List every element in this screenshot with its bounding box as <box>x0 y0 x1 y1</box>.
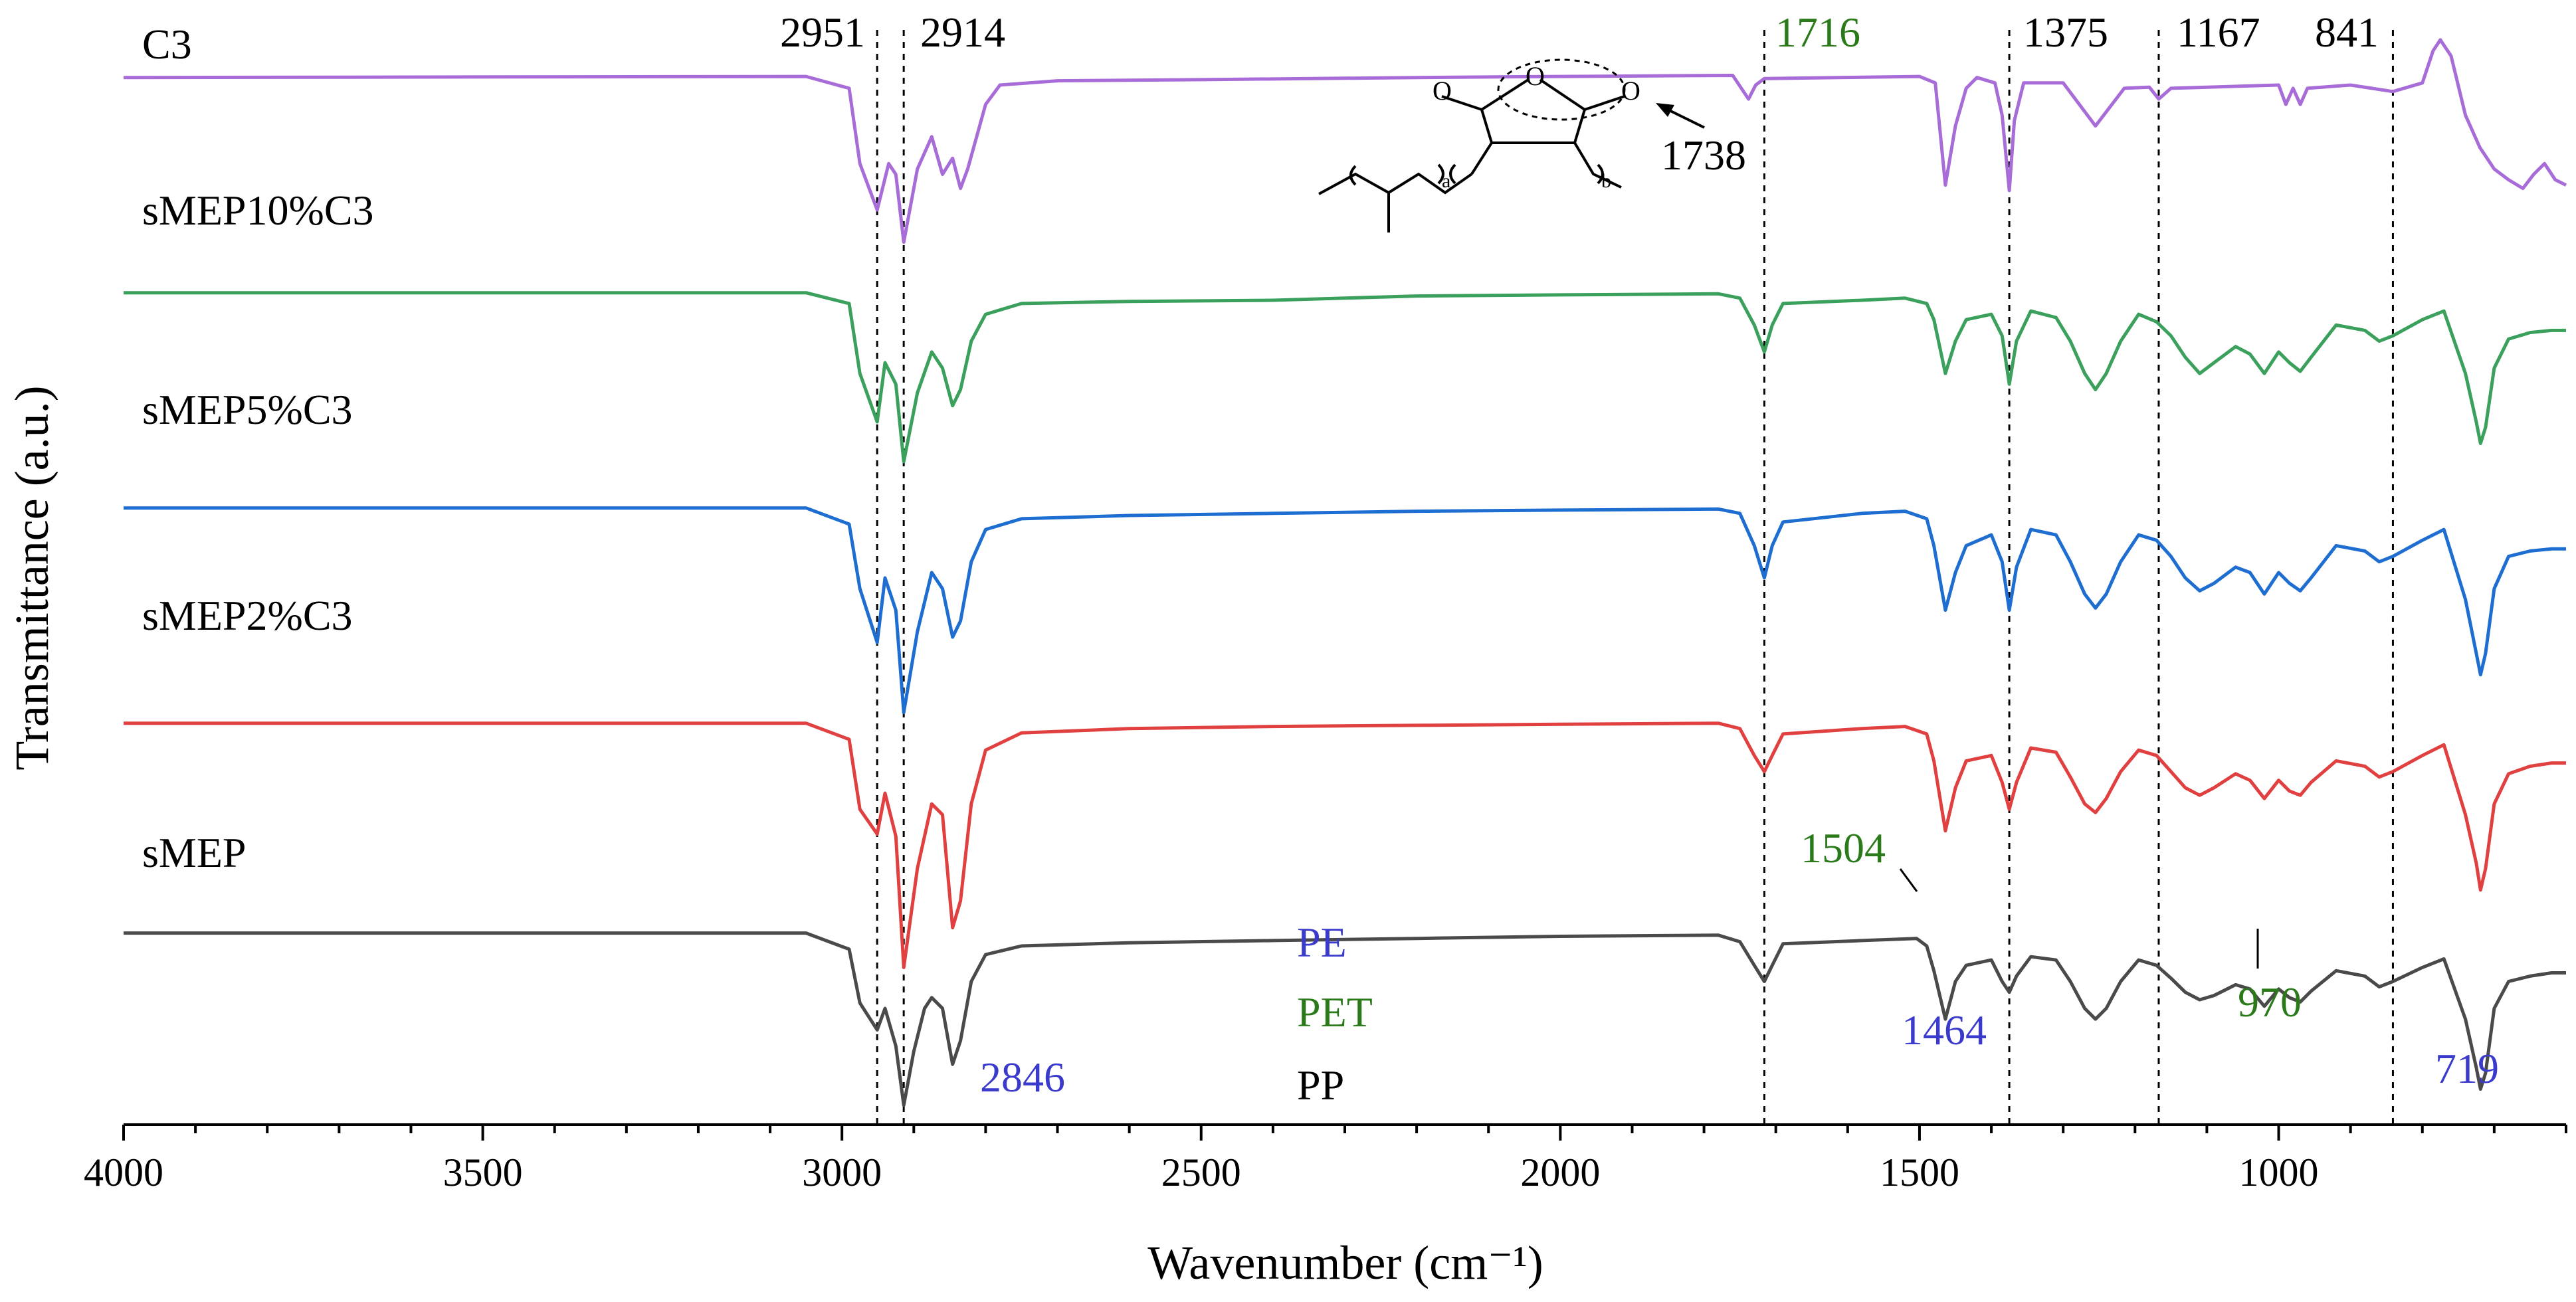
series-label-smep: sMEP <box>142 829 247 876</box>
leader-1504 <box>1899 868 1918 892</box>
spectrum-smep <box>124 931 2566 1107</box>
structure-ring-left <box>1480 78 1530 111</box>
spectrum-c3 <box>123 38 2567 244</box>
arrow-1738-head <box>1656 103 1674 117</box>
structure-carbonyl-right <box>1573 109 1586 143</box>
tick-label-2500: 2500 <box>1161 1151 1241 1194</box>
spectra <box>123 38 2567 1107</box>
series-label-smep2c3: sMEP2%C3 <box>142 592 353 639</box>
tick-label-4000: 4000 <box>84 1151 163 1194</box>
series-label-smep10c3: sMEP10%C3 <box>142 187 374 234</box>
peak-label-2951: 2951 <box>780 9 865 56</box>
peak-label-841: 841 <box>2315 9 2379 56</box>
tick-label-3000: 3000 <box>802 1151 882 1194</box>
peak-label-1716: 1716 <box>1775 9 1860 56</box>
peak-label-1464: 1464 <box>1902 1006 1987 1054</box>
peak-label-719: 719 <box>2435 1045 2499 1092</box>
legend-pe: PE <box>1297 919 1347 966</box>
tick-label-1000: 1000 <box>2239 1151 2319 1194</box>
structure-co-right <box>1584 95 1625 111</box>
peak-label-1375: 1375 <box>2023 9 2108 56</box>
x-axis-ticks: 4000 3500 3000 2500 2000 1500 1000 <box>84 1125 2567 1194</box>
structure-oxygen-right: O <box>1621 76 1640 106</box>
spectrum-smep10c3 <box>124 291 2566 464</box>
structure-ring-right <box>1539 78 1586 111</box>
peak-label-1738: 1738 <box>1661 132 1746 179</box>
series-label-c3: C3 <box>142 21 192 68</box>
structure-co-left <box>1441 95 1482 111</box>
spectrum-smep2c3 <box>124 721 2566 969</box>
structure-oxygen-ring: O <box>1526 61 1545 91</box>
tick-label-1500: 1500 <box>1880 1151 1959 1194</box>
tick-label-2000: 2000 <box>1520 1151 1600 1194</box>
series-label-smep5c3: sMEP5%C3 <box>142 386 353 433</box>
structure-backbone <box>1318 172 1473 195</box>
structure-paren-right-b <box>1597 163 1604 185</box>
structure-paren-left-b <box>1449 163 1456 185</box>
tick-label-3500: 3500 <box>443 1151 523 1194</box>
peak-label-2846: 2846 <box>980 1054 1065 1101</box>
peak-label-2914: 2914 <box>920 9 1005 56</box>
spectrum-smep5c3 <box>124 506 2566 714</box>
structure-subscript-b: b <box>1601 170 1611 192</box>
structure-paren-left-a <box>1349 165 1357 186</box>
structure-subscript-a: a <box>1442 170 1450 192</box>
peak-label-970: 970 <box>2238 978 2302 1026</box>
structure-oxygen-left: O <box>1433 76 1452 106</box>
anhydride-highlight-ellipse <box>1497 58 1626 121</box>
legend-pp: PP <box>1297 1062 1344 1109</box>
legend-pet: PET <box>1297 988 1373 1036</box>
structure-paren-right-a <box>1437 163 1444 185</box>
peak-label-1504: 1504 <box>1801 824 1886 872</box>
peak-label-1167: 1167 <box>2177 9 2260 56</box>
structure-carbonyl-left <box>1480 109 1493 143</box>
y-axis-title: Transmittance (a.u.) <box>5 385 58 770</box>
x-axis-title: Wavenumber (cm⁻¹) <box>1147 1236 1543 1289</box>
chemical-structure <box>1318 58 1626 232</box>
